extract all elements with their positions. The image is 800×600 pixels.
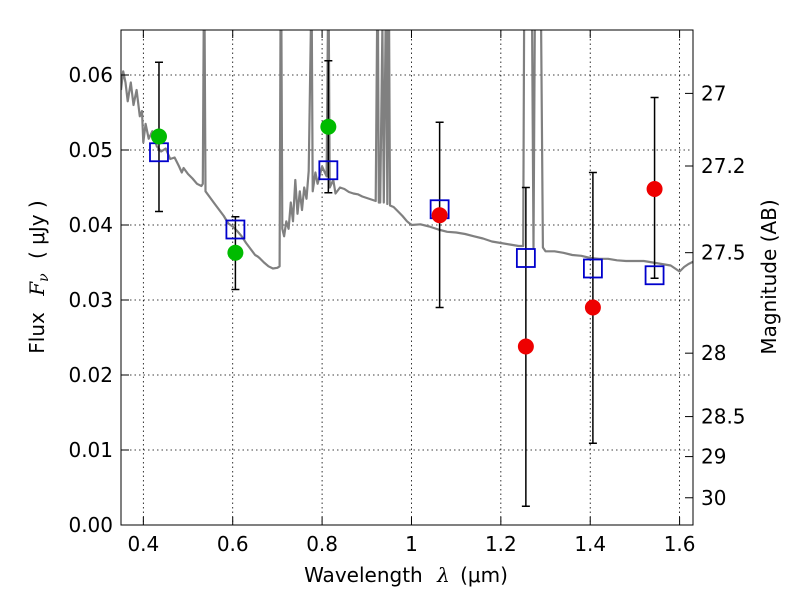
y2-tick-label: 27 bbox=[701, 81, 726, 105]
model-photometry-square bbox=[225, 219, 246, 240]
y2-tick-label: 30 bbox=[701, 486, 726, 510]
observed-flux-point bbox=[431, 207, 448, 224]
y-tick-label: 0.05 bbox=[68, 138, 113, 162]
observed-flux-point bbox=[517, 338, 534, 355]
model-photometry-square bbox=[515, 248, 536, 268]
observed-flux-point bbox=[227, 244, 244, 261]
y2-axis-label: Magnitude (AB) bbox=[757, 199, 781, 354]
y-tick-label: 0.00 bbox=[68, 513, 113, 537]
x-tick-label: 1 bbox=[405, 532, 418, 556]
observed-flux-point bbox=[320, 118, 337, 135]
plot-area bbox=[121, 30, 693, 507]
x-tick-label: 0.6 bbox=[217, 532, 249, 556]
x-axis-label-symbol: λ bbox=[436, 563, 450, 587]
model-spectrum-line bbox=[121, 30, 693, 273]
y2-tick-label: 28 bbox=[701, 341, 726, 365]
grid-lines bbox=[121, 30, 693, 526]
y-tick-label: 0.03 bbox=[68, 288, 113, 312]
y2-tick-label: 28.5 bbox=[701, 405, 746, 429]
observed-flux-point bbox=[150, 128, 167, 145]
y-tick-label: 0.06 bbox=[68, 63, 113, 87]
y-tick-label: 0.01 bbox=[68, 438, 113, 462]
x-tick-label: 1.4 bbox=[574, 532, 606, 556]
model-photometry-square bbox=[318, 160, 339, 181]
y-tick-label: 0.02 bbox=[68, 363, 113, 387]
observed-flux-point bbox=[584, 299, 601, 316]
observed-flux-point bbox=[646, 181, 663, 197]
model-photometry-square bbox=[644, 265, 665, 286]
x-axis-label: Wavelength λ (μm) bbox=[304, 563, 508, 587]
x-axis-label-prefix: Wavelength bbox=[304, 563, 423, 587]
y-axis-label-unit: ( μJy ) bbox=[25, 200, 49, 259]
x-tick-label: 0.4 bbox=[127, 532, 159, 556]
y2-tick-label: 27.2 bbox=[701, 154, 746, 178]
y2-tick-label: 29 bbox=[701, 445, 726, 469]
y-tick-label: 0.04 bbox=[68, 213, 113, 237]
y-axis-label-subscript: ν bbox=[36, 273, 52, 282]
axis-ticks: 0.4 0.6 0.8 1 1.2 1.4 1.6 0.00 0.01 0.02 0.03 0.04 0… bbox=[68, 30, 746, 556]
x-tick-label: 1.2 bbox=[485, 532, 517, 556]
y2-tick-label: 27.5 bbox=[701, 241, 746, 265]
x-axis-label-unit: (μm) bbox=[460, 563, 508, 587]
y-axis-label: Flux Fν ( μJy ) bbox=[25, 200, 53, 353]
plot-frame bbox=[120, 29, 694, 526]
model-photometry-square bbox=[583, 258, 603, 279]
y-axis-label-symbol: F bbox=[25, 281, 49, 297]
x-tick-label: 0.8 bbox=[306, 532, 338, 556]
x-tick-label: 1.6 bbox=[664, 532, 696, 556]
y-axis-label-prefix: Flux bbox=[25, 312, 49, 354]
